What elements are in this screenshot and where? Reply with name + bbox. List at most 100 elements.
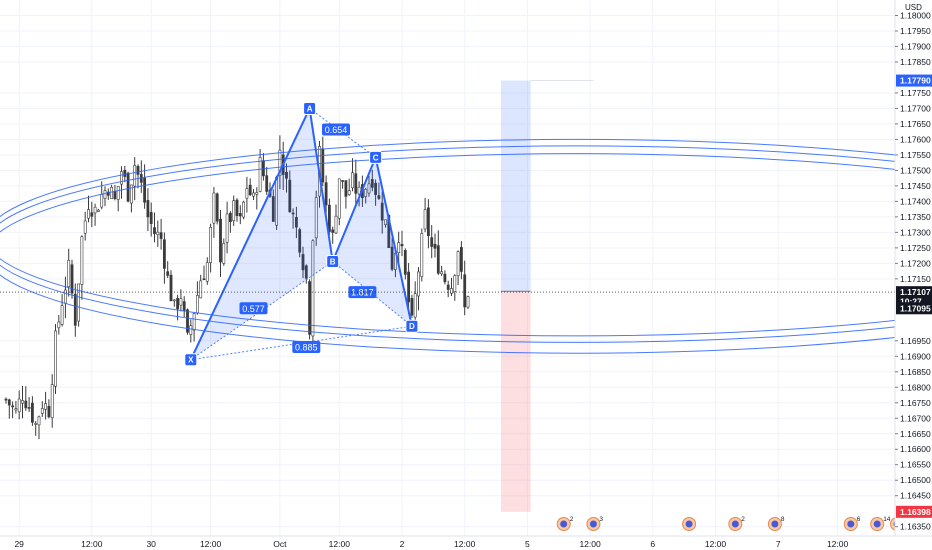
ellipse-3: [0, 153, 932, 354]
candle-body: [222, 243, 226, 264]
time-tick-label: 12:00: [81, 539, 103, 549]
price-tick-label: 1.17200: [900, 258, 931, 268]
candle-body: [196, 294, 199, 314]
long-position-tool[interactable]: [501, 80, 594, 512]
candle-body: [459, 247, 463, 272]
candle-body: [334, 215, 338, 234]
xabcd-pattern[interactable]: 0.654 0.577 1.817 0.885 X A B C D: [184, 101, 419, 367]
candle-body: [380, 202, 384, 221]
event-flag-icon: [847, 520, 855, 528]
time-tick-label: 12:00: [200, 539, 222, 549]
event-flag-icon: [873, 520, 881, 528]
candle-body: [153, 227, 156, 234]
candle-body: [288, 179, 292, 213]
candle-body: [106, 191, 110, 196]
event-flag-icon: [731, 520, 739, 528]
candle-body: [192, 313, 196, 331]
candle-body: [130, 184, 133, 204]
candle-body: [314, 197, 318, 239]
leg-ab: [308, 108, 334, 262]
candle-body: [232, 200, 236, 222]
price-tick-label: 1.16700: [900, 413, 931, 423]
price-tick-label: 1.17500: [900, 165, 931, 175]
candle-body: [384, 219, 387, 226]
ellipse-drawings[interactable]: [0, 138, 932, 354]
ratio-line-xd: [190, 325, 412, 361]
event-count: 2: [570, 516, 574, 523]
candle-body: [182, 301, 186, 311]
candle-body: [219, 218, 222, 263]
candle-body: [466, 296, 470, 308]
candle-body: [14, 408, 18, 411]
candle-body: [446, 284, 450, 290]
candle-body: [202, 278, 206, 281]
candle-body: [205, 262, 209, 282]
candle-body: [364, 188, 368, 197]
candle-body: [285, 171, 288, 179]
candle-body: [80, 236, 84, 285]
candle-body: [367, 183, 371, 194]
candle-body: [54, 330, 57, 387]
ratio-label: 0.885: [295, 343, 318, 353]
candle-body: [443, 273, 447, 283]
candle-body: [321, 148, 325, 183]
candle-body: [298, 229, 302, 253]
candle-body: [11, 405, 15, 408]
candle-body: [261, 160, 265, 177]
candle-body: [344, 180, 348, 197]
candle-body: [235, 199, 239, 216]
candle-body: [304, 265, 308, 279]
leg-bc: [331, 157, 377, 262]
price-tick-label: 1.17350: [900, 212, 931, 222]
candle-body: [199, 280, 203, 299]
price-tick-label: 1.18000: [900, 10, 931, 20]
price-tag-label: 1.17790: [900, 76, 931, 86]
price-tick-label: 1.17700: [900, 103, 931, 113]
event-count: 6: [857, 516, 861, 523]
price-axis[interactable]: [895, 0, 932, 536]
candle-body: [212, 192, 216, 224]
target-zone: [501, 80, 531, 292]
candle-body: [7, 399, 11, 406]
point-label-d: D: [409, 322, 415, 331]
candle-body: [245, 188, 249, 199]
price-tick-label: 1.16500: [900, 475, 931, 485]
price-tick-label: 1.16850: [900, 367, 931, 377]
candle-body: [83, 220, 87, 234]
candle-body: [103, 190, 107, 199]
price-tick-label: 1.16600: [900, 444, 931, 454]
candle-body: [179, 298, 183, 306]
candlestick-series: [4, 135, 470, 440]
candle-body: [413, 293, 417, 318]
candle-body: [255, 192, 259, 195]
candle-body: [456, 251, 460, 276]
candle-body: [136, 165, 140, 175]
time-tick-label: 6: [650, 539, 655, 549]
event-count: 8: [781, 516, 785, 523]
point-box-c: [369, 150, 383, 164]
point-label-b: B: [330, 257, 336, 266]
price-tick-label: 1.16900: [900, 351, 931, 361]
price-tick-label: 1.17150: [900, 274, 931, 284]
plot-grid: [0, 0, 895, 536]
candle-body: [17, 398, 21, 413]
economic-events[interactable]: 2 3 2 8 6 14: [556, 516, 904, 531]
candle-body: [354, 173, 358, 194]
candle-body: [176, 298, 180, 310]
event-count: 2: [741, 516, 745, 523]
ratio-line-xb: [190, 261, 333, 361]
candle-body: [400, 244, 404, 247]
candle-body: [90, 212, 94, 217]
triangle-bcd: [332, 157, 412, 327]
candle-body: [440, 271, 444, 275]
candle-body: [215, 193, 219, 222]
currency-label: USD: [905, 3, 922, 12]
candle-body: [146, 200, 150, 218]
price-tick-label: 1.17950: [900, 26, 931, 36]
candle-body: [156, 231, 160, 235]
time-axis[interactable]: [0, 536, 932, 550]
price-tick-label: 1.17400: [900, 196, 931, 206]
price-tick-label: 1.17250: [900, 243, 931, 253]
